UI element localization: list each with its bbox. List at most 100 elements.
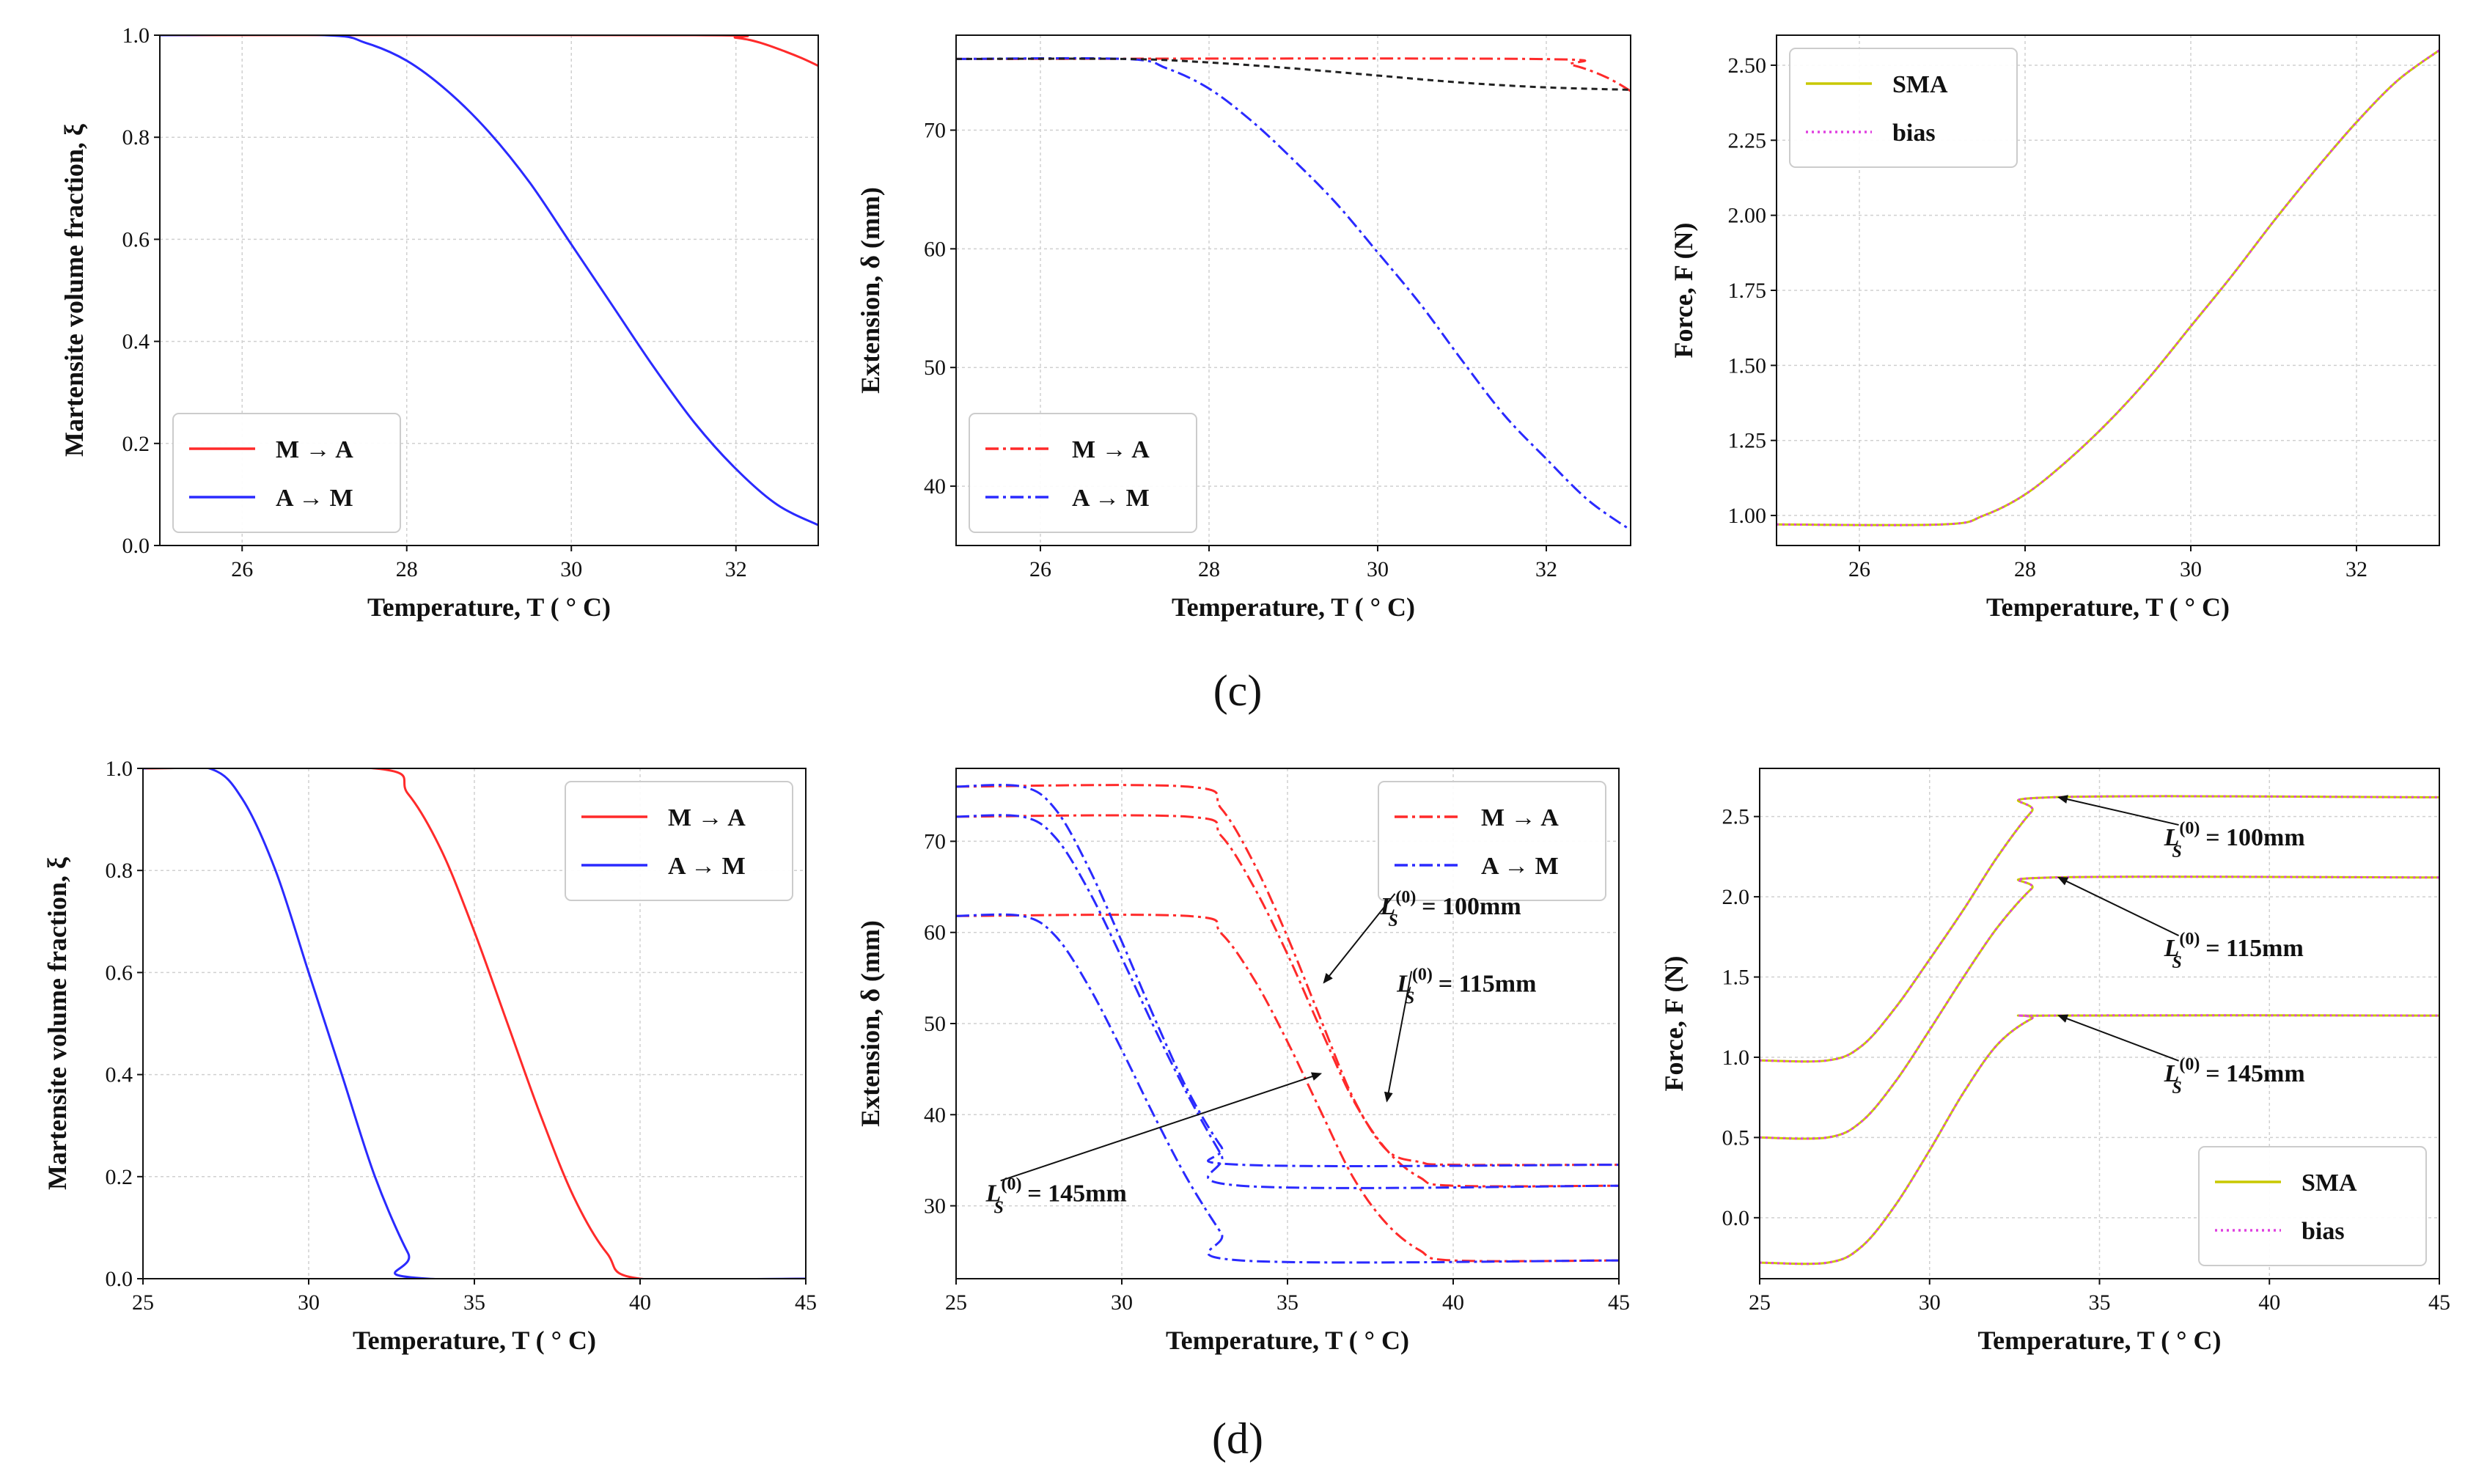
- x-tick-label: 35: [463, 1290, 485, 1315]
- x-tick-label: 26: [1029, 557, 1051, 581]
- y-tick-label: 2.50: [1728, 54, 1767, 78]
- y-tick-label: 2.00: [1728, 204, 1767, 228]
- y-axis-label: Extension, δ (mm): [856, 920, 885, 1127]
- legend-label: SMA: [1892, 71, 1948, 98]
- y-tick-label: 0.5: [1722, 1125, 1750, 1150]
- x-tick-label: 45: [1608, 1290, 1630, 1315]
- y-tick-label: 0.8: [122, 125, 150, 150]
- annotation-arrow: [1323, 893, 1396, 984]
- y-tick-label: 40: [924, 474, 946, 499]
- x-tick-label: 28: [396, 557, 418, 581]
- annotation-arrow: [2057, 876, 2180, 936]
- series-line-am-3: [956, 784, 1619, 1167]
- chart-c1: 26 28 30 32 0.0 0.2 0.4 0.6 0.8 1.0 Temperature, T…: [59, 23, 819, 622]
- series-line-ma-0: [956, 784, 1619, 1167]
- legend-box: [565, 781, 793, 901]
- legend-label: A → M: [1481, 853, 1559, 880]
- x-tick-label: 30: [1919, 1290, 1941, 1315]
- y-tick-label: 30: [924, 1194, 946, 1219]
- x-tick-label: 45: [795, 1290, 817, 1315]
- y-tick-label: 1.50: [1728, 353, 1767, 378]
- series-line-unnamed-1: [1760, 875, 2439, 1140]
- y-tick-label: 0.6: [122, 227, 150, 251]
- annotation-label: L(0) S = 115mm: [1396, 966, 1536, 1008]
- y-tick-label: 60: [924, 237, 946, 261]
- y-axis-label: Force, F (N): [1669, 223, 1698, 359]
- annotation-arrow: [2057, 795, 2179, 826]
- series-line-bias-1: [1777, 49, 2439, 526]
- legend-box: [1789, 48, 2018, 168]
- annotation-label: L(0) S = 115mm: [2164, 930, 2304, 972]
- x-axis-label: Temperature, T ( ° C): [367, 592, 611, 622]
- legend-label: A → M: [276, 485, 353, 512]
- series-line-unnamed-5: [956, 913, 1619, 1264]
- legend: SMA bias: [1789, 48, 2018, 168]
- legend-box: [172, 413, 401, 533]
- panel-label-c: (c): [1213, 666, 1263, 715]
- annotation-label: L(0) S = 145mm: [2164, 1055, 2305, 1098]
- series-line-unnamed-4: [956, 814, 1619, 1189]
- annotation-arrow: [1000, 1072, 1323, 1182]
- y-tick-label: 1.00: [1728, 504, 1767, 528]
- y-axis-label: Force, F (N): [1659, 956, 1689, 1092]
- legend-label: A → M: [1072, 485, 1150, 512]
- series-line-am-1: [160, 35, 818, 526]
- series-line-bias-3: [1760, 795, 2439, 1063]
- y-axis-label: Martensite volume fraction, ξ: [59, 123, 89, 457]
- y-tick-label: 0.4: [122, 330, 150, 354]
- legend-label: bias: [2301, 1218, 2345, 1245]
- x-tick-label: 32: [1535, 557, 1557, 581]
- y-tick-label: 2.5: [1722, 805, 1750, 829]
- chart-c3: 26 28 30 32 1.00 1.25 1.50 1.75 2.00 2.25 2.50 Temp…: [1669, 34, 2440, 622]
- series-line-ma-0: [956, 57, 1631, 92]
- x-tick-label: 28: [1198, 557, 1220, 581]
- x-axis-label: Temperature, T ( ° C): [353, 1326, 596, 1355]
- y-tick-label: 1.0: [106, 757, 133, 781]
- chart-c2: 26 28 30 32 40 50 60 70 Temperature, T ( ° C) Ext…: [856, 34, 1631, 622]
- plot-frame: [159, 34, 819, 546]
- chart-d2: 25 30 35 40 45 30 40 50 60 70 Temperature, T ( ° C…: [856, 768, 1630, 1355]
- legend-box: [969, 413, 1197, 533]
- series-line-ma-0: [143, 768, 806, 1279]
- y-tick-label: 2.0: [1722, 885, 1750, 909]
- series-line-unnamed-1: [956, 814, 1619, 1188]
- legend-label: bias: [1892, 120, 1936, 147]
- y-tick-label: 0.4: [106, 1063, 133, 1087]
- y-tick-label: 1.5: [1722, 966, 1750, 990]
- legend: M → A A → M: [1378, 781, 1606, 901]
- legend: M → A A → M: [172, 413, 401, 533]
- x-tick-label: 45: [2428, 1290, 2450, 1315]
- y-axis-label: Martensite volume fraction, ξ: [43, 856, 72, 1190]
- legend-label: M → A: [276, 436, 353, 463]
- x-tick-label: 32: [2345, 557, 2367, 581]
- x-tick-label: 40: [1442, 1290, 1464, 1315]
- legend: SMA bias: [2198, 1146, 2427, 1266]
- x-tick-label: 26: [231, 557, 253, 581]
- legend-label: A → M: [668, 853, 746, 880]
- x-tick-label: 40: [629, 1290, 651, 1315]
- chart-d3: 25 30 35 40 45 0.0 0.5 1.0 1.5 2.0 2.5 Temperature,…: [1659, 768, 2450, 1355]
- x-tick-label: 30: [2180, 557, 2202, 581]
- x-tick-label: 25: [1749, 1290, 1771, 1315]
- annotation-arrow: [2057, 1014, 2179, 1062]
- x-tick-label: 30: [1111, 1290, 1133, 1315]
- x-tick-label: 25: [132, 1290, 154, 1315]
- x-tick-label: 30: [560, 557, 582, 581]
- x-tick-label: 28: [2014, 557, 2036, 581]
- x-tick-label: 26: [1848, 557, 1870, 581]
- series-line-am-1: [956, 56, 1631, 532]
- y-tick-label: 70: [924, 829, 946, 853]
- annotation-label: L(0) S = 100mm: [2164, 819, 2305, 862]
- y-tick-label: 0.8: [106, 859, 133, 883]
- y-tick-label: 70: [924, 118, 946, 142]
- legend-label: M → A: [1072, 436, 1150, 463]
- x-tick-label: 35: [2089, 1290, 2111, 1315]
- y-tick-label: 50: [924, 356, 946, 380]
- chart-d1: 25 30 35 40 45 0.0 0.2 0.4 0.6 0.8 1.0 Temperature,…: [43, 757, 817, 1355]
- y-tick-label: 1.0: [1722, 1046, 1750, 1070]
- y-tick-label: 1.75: [1728, 279, 1767, 303]
- legend-box: [1378, 781, 1606, 901]
- legend-label: M → A: [668, 804, 746, 831]
- x-axis-label: Temperature, T ( ° C): [1172, 592, 1415, 622]
